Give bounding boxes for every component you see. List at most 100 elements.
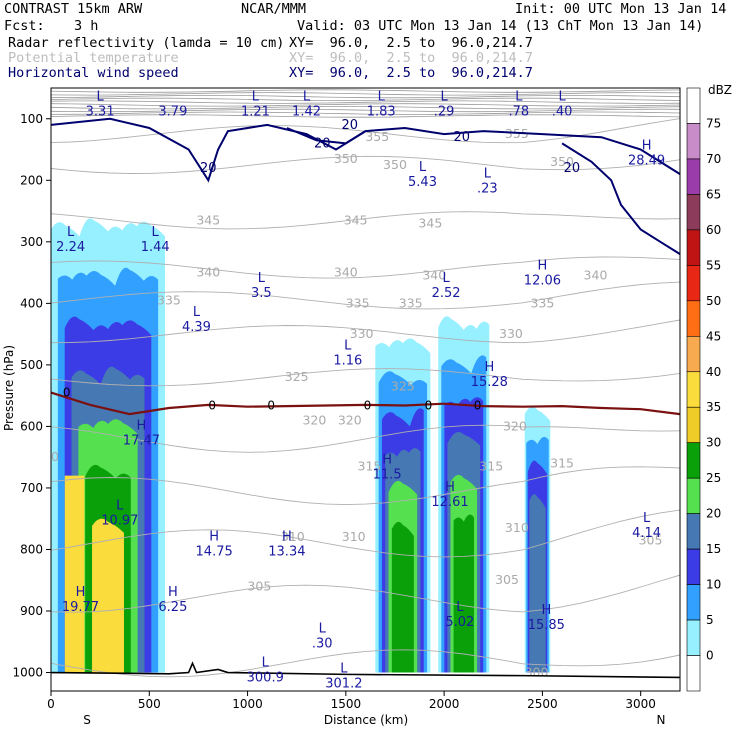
theta-label-19: 325 bbox=[391, 378, 415, 393]
x-tick-label-1: 500 bbox=[138, 697, 161, 711]
y-tick-label-7: 800 bbox=[20, 542, 43, 556]
y-tick-label-0: 100 bbox=[20, 112, 43, 126]
extremum-23: L4.14 bbox=[632, 511, 661, 541]
extremum-value-18: 15.28 bbox=[471, 375, 508, 390]
extremum-mark-4: L bbox=[378, 89, 386, 104]
extremum-value-8: 28.49 bbox=[628, 154, 665, 169]
wind-label-0: 20 bbox=[342, 118, 359, 133]
freezing-label-5: 0 bbox=[474, 398, 482, 412]
extremum-20: H11.5 bbox=[373, 452, 402, 482]
theta-label-20: 320 bbox=[302, 412, 326, 427]
theta-contour-350 bbox=[51, 155, 680, 174]
extremum-29: H15.85 bbox=[528, 603, 565, 633]
extremum-mark-6: L bbox=[515, 89, 523, 104]
extremum-6: L.78 bbox=[508, 89, 529, 119]
theta-label-8: 340 bbox=[196, 265, 220, 280]
extremum-mark-11: L bbox=[67, 225, 75, 240]
extremum-mark-29: H bbox=[541, 603, 551, 618]
freezing-line bbox=[51, 391, 680, 416]
extremum-mark-30: L bbox=[319, 622, 327, 637]
field-3-name: Horizontal wind speed bbox=[8, 65, 179, 81]
theta-contour-upper-4 bbox=[51, 100, 680, 104]
extremum-value-32: 301.2 bbox=[325, 677, 362, 692]
theta-contour-320 bbox=[51, 424, 680, 453]
theta-label-4: 350 bbox=[550, 154, 574, 169]
theta-label-3: 350 bbox=[383, 157, 407, 172]
extremum-mark-18: H bbox=[484, 360, 494, 375]
x-tick-label-3: 1500 bbox=[331, 697, 362, 711]
colorbar-swatch-14 bbox=[686, 584, 701, 621]
extremum-mark-24: H bbox=[209, 529, 219, 544]
extremum-18: H15.28 bbox=[471, 360, 508, 390]
theta-label-12: 335 bbox=[157, 292, 181, 307]
theta-label-13: 335 bbox=[346, 295, 370, 310]
fcst-label: Fcst: bbox=[4, 18, 45, 34]
theta-label-33: 300 bbox=[525, 665, 549, 680]
extremum-value-23: 4.14 bbox=[632, 526, 661, 541]
theta-label-2: 350 bbox=[334, 151, 358, 166]
theta-contour-345 bbox=[51, 211, 680, 230]
init-time: Init: 00 UTC Mon 13 Jan 14 bbox=[515, 1, 727, 17]
wind-contour-1 bbox=[286, 127, 367, 145]
field-2-name: Potential temperature bbox=[8, 50, 179, 66]
colorbar-swatch-11 bbox=[686, 477, 701, 514]
theta-label-14: 335 bbox=[399, 295, 423, 310]
extremum-value-30: .30 bbox=[312, 637, 333, 652]
extremum-mark-3: L bbox=[303, 89, 311, 104]
theta-label-22: 320 bbox=[503, 418, 527, 433]
x-end-label-n: N bbox=[657, 713, 666, 727]
extremum-5: L.29 bbox=[434, 89, 455, 119]
theta-label-18: 325 bbox=[285, 369, 309, 384]
x-end-label-s: S bbox=[83, 713, 91, 727]
extremum-7: L.40 bbox=[552, 89, 573, 119]
extremum-0: L3.31 bbox=[86, 89, 115, 119]
theta-label-17: 330 bbox=[499, 326, 523, 341]
wind-contours: 20 20 20 20 20 bbox=[51, 117, 680, 255]
center-label: NCAR/MMM bbox=[241, 1, 307, 17]
wind-label-4: 20 bbox=[200, 161, 217, 176]
extremum-value-28: 5.02 bbox=[445, 615, 474, 630]
theta-label-5: 345 bbox=[196, 212, 220, 227]
wind-label-2: 20 bbox=[454, 130, 471, 145]
freezing-label-1: 0 bbox=[208, 398, 216, 412]
colorbar-label-3: 60 bbox=[706, 223, 721, 237]
extremum-value-29: 15.85 bbox=[528, 618, 565, 633]
colorbar-swatch-16 bbox=[686, 655, 701, 692]
y-tick-label-4: 500 bbox=[20, 358, 43, 372]
extremum-13: L3.5 bbox=[251, 271, 272, 301]
colorbar-label-11: 20 bbox=[706, 507, 721, 521]
field-1-name: Radar reflectivity (lamda = 10 cm) bbox=[8, 35, 285, 51]
y-tick-label-3: 400 bbox=[20, 296, 43, 310]
extremum-mark-26: H bbox=[76, 585, 86, 600]
extremum-22: L10.97 bbox=[101, 499, 138, 529]
theta-label-15: 335 bbox=[530, 295, 554, 310]
colorbar-label-10: 25 bbox=[706, 471, 721, 485]
colorbar-label-0: 75 bbox=[706, 116, 721, 130]
theta-contour-325 bbox=[51, 368, 680, 387]
colorbar-swatch-4 bbox=[686, 229, 701, 266]
theta-contour-305 bbox=[51, 574, 680, 613]
extremum-value-10: .23 bbox=[477, 181, 498, 196]
extremum-value-16: 4.39 bbox=[182, 320, 211, 335]
extremum-4: L1.83 bbox=[367, 89, 396, 119]
colorbar-label-4: 55 bbox=[706, 258, 721, 272]
extremum-value-17: 1.16 bbox=[333, 354, 362, 369]
theta-label-32: 50 bbox=[43, 449, 59, 464]
extremum-value-25: 13.34 bbox=[268, 544, 305, 559]
theta-label-24: 315 bbox=[479, 458, 503, 473]
extremum-8: H28.49 bbox=[628, 139, 665, 169]
extremum-mark-32: L bbox=[340, 662, 348, 677]
x-tick-label-5: 2500 bbox=[527, 697, 558, 711]
extremum-mark-2: L bbox=[252, 89, 260, 104]
colorbar-swatch-12 bbox=[686, 513, 701, 550]
colorbar-swatch-1 bbox=[686, 123, 701, 160]
theta-label-26: 310 bbox=[281, 529, 305, 544]
extrema-labels: L3.31 3.79L1.21L1.42L1.83L.29L.78L.40H28.… bbox=[56, 89, 665, 691]
extremum-value-11: 2.24 bbox=[56, 240, 85, 255]
extremum-mark-9: L bbox=[419, 160, 427, 175]
field-3-xy: XY= 96.0, 2.5 to 96.0,214.7 bbox=[289, 65, 533, 81]
colorbar-swatch-9 bbox=[686, 406, 701, 444]
